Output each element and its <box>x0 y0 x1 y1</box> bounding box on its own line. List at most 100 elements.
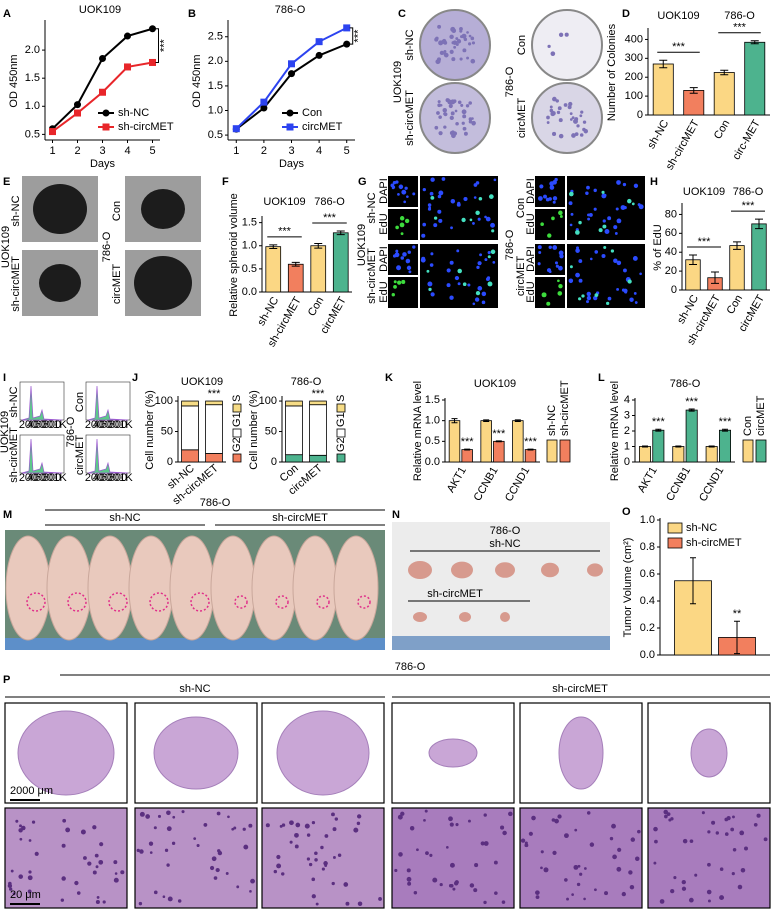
y-tick-label: 2.0 <box>25 44 40 56</box>
nucleus <box>402 252 407 257</box>
bar <box>287 263 304 293</box>
group-label: UOK109 <box>263 196 305 208</box>
nucleus <box>427 203 432 207</box>
nucleus <box>484 258 488 262</box>
tissue <box>276 710 370 796</box>
nucleus <box>95 865 99 869</box>
nucleus <box>654 839 658 844</box>
bar <box>751 223 767 291</box>
legend-swatch <box>742 439 754 463</box>
tumor-outline <box>234 595 248 609</box>
nucleus <box>582 120 587 124</box>
annotation: *** <box>672 41 686 53</box>
nucleus <box>334 817 339 821</box>
marker <box>49 128 56 136</box>
nucleus <box>392 185 396 189</box>
error-bar <box>655 428 662 432</box>
panel-letter: K <box>385 372 393 384</box>
nucleus <box>570 212 574 216</box>
stain-label: EdU <box>525 281 537 302</box>
nucleus <box>586 291 591 297</box>
nucleus <box>558 250 564 256</box>
nucleus <box>602 219 606 223</box>
nucleus <box>443 50 447 54</box>
y-tick-label: 1.0 <box>640 514 655 526</box>
nucleus <box>60 898 65 902</box>
nucleus <box>701 811 705 815</box>
nucleus <box>289 820 294 826</box>
bar-segment <box>309 400 327 406</box>
nucleus <box>9 887 13 891</box>
y-tick-label: 50 <box>161 425 173 437</box>
nucleus <box>448 816 453 822</box>
nucleus <box>551 818 556 822</box>
y-tick-label: 0.0 <box>242 286 257 298</box>
nucleus <box>457 100 462 105</box>
x-tick-label: Con <box>306 295 326 318</box>
nucleus <box>546 121 550 124</box>
stain-image <box>535 176 565 207</box>
panel-letter: B <box>188 8 196 20</box>
nucleus <box>447 98 450 102</box>
nucleus <box>166 810 171 816</box>
annotation: *** <box>733 22 747 34</box>
bar <box>493 440 505 463</box>
stain-label: EdU <box>378 213 390 234</box>
nucleus <box>332 856 336 859</box>
bar <box>512 420 524 463</box>
row-label: sh-NC <box>10 195 22 226</box>
legend-label: G1 <box>231 412 243 427</box>
group-label: 786-O <box>314 196 345 208</box>
culture-plate <box>419 9 491 81</box>
nucleus <box>632 256 638 261</box>
nucleus <box>481 291 487 297</box>
nucleus <box>598 228 603 233</box>
panel-letter: L <box>598 372 605 384</box>
nucleus <box>422 222 427 227</box>
y-tick-label: 0.6 <box>640 568 655 580</box>
nucleus <box>472 302 476 306</box>
bar-segment <box>181 405 199 451</box>
x-tick-label: CCNB1 <box>664 465 693 503</box>
nucleus <box>436 111 440 115</box>
error-bar <box>451 418 458 424</box>
nucleus <box>217 849 221 853</box>
nucleus <box>558 133 564 139</box>
chart-title: 786-O <box>291 376 322 388</box>
nucleus <box>635 856 640 862</box>
nucleus <box>314 858 318 862</box>
annotation: *** <box>461 436 475 448</box>
nucleus <box>409 826 415 831</box>
nucleus <box>461 217 466 223</box>
x-tick-label: CCNB1 <box>472 465 501 503</box>
y-tick-label: 0.2 <box>640 622 655 634</box>
x-tick-label: 600 <box>101 472 119 484</box>
x-tick-label: CCND1 <box>697 465 726 504</box>
nucleus <box>615 207 619 211</box>
x-tick-label: 2 <box>261 145 267 157</box>
scale-label: 20 μm <box>10 889 41 901</box>
nucleus <box>633 292 637 295</box>
nucleus <box>556 110 561 115</box>
error-bar <box>464 448 471 451</box>
nucleus <box>558 265 563 271</box>
nucleus <box>136 848 140 853</box>
nucleus <box>331 812 335 817</box>
x-tick-label: 3 <box>99 145 105 157</box>
nucleus <box>472 122 476 126</box>
panel-letter: J <box>132 372 138 384</box>
bar-segment <box>285 405 303 456</box>
nucleus <box>549 108 554 113</box>
nucleus <box>242 827 246 831</box>
nucleus <box>568 278 574 284</box>
nucleus <box>462 114 467 119</box>
nucleus <box>468 101 472 105</box>
bar <box>685 409 698 463</box>
legend-label: sh-circMET <box>118 121 174 133</box>
nucleus <box>306 857 311 861</box>
nucleus <box>487 281 493 287</box>
nucleus <box>573 864 579 870</box>
annotation: *** <box>524 436 538 448</box>
nucleus <box>281 872 285 876</box>
y-tick-label: 0 <box>637 109 643 121</box>
